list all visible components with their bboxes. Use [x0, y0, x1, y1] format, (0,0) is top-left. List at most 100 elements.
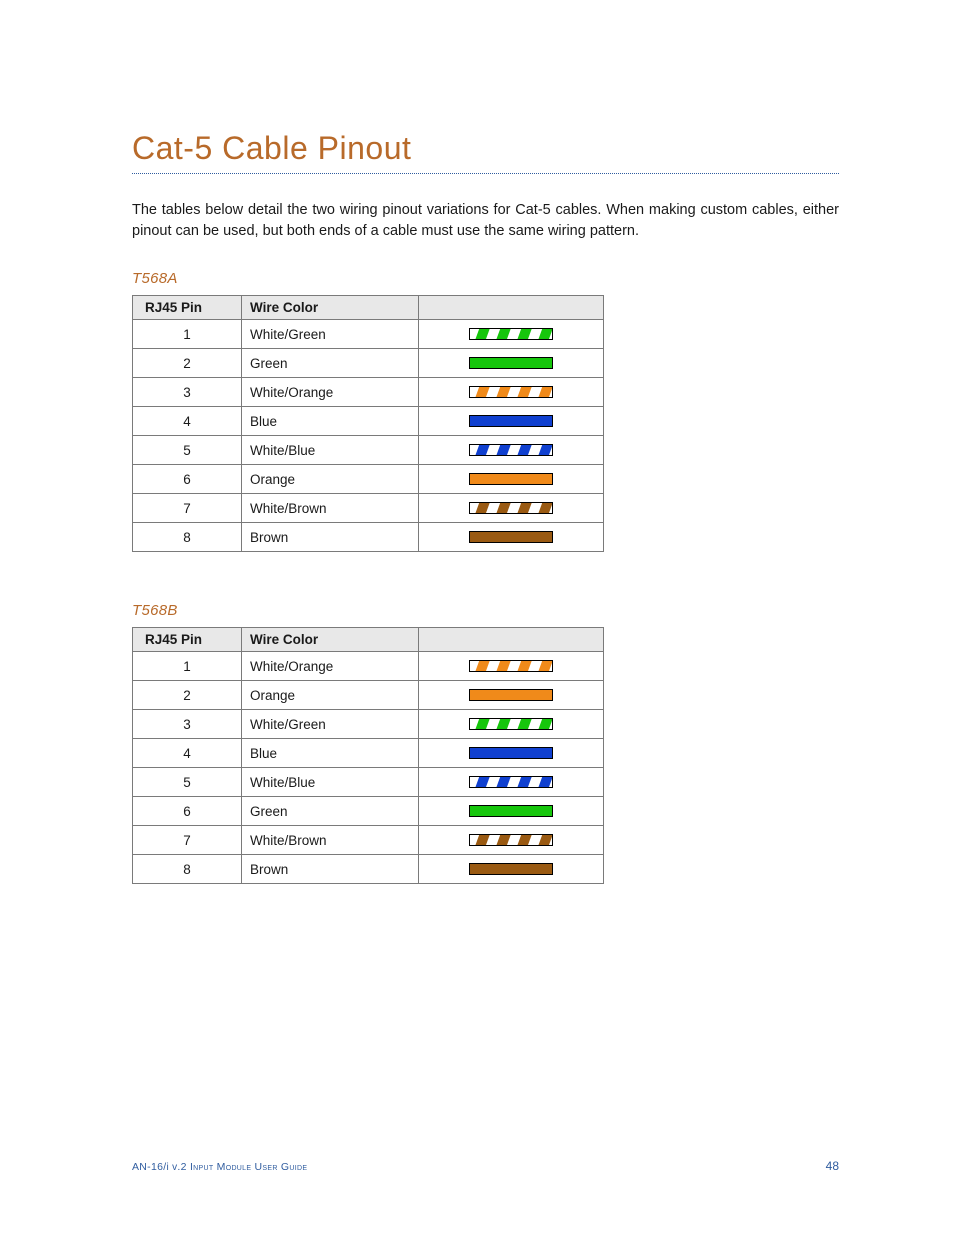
table-row: 3White/Orange [133, 378, 604, 407]
section-label: T568A [132, 270, 839, 287]
cell-color-name: White/Green [242, 710, 419, 739]
cell-swatch [419, 855, 604, 884]
cell-pin: 3 [133, 710, 242, 739]
wire-swatch [469, 502, 553, 514]
wire-swatch [469, 863, 553, 875]
wire-swatch [469, 805, 553, 817]
cell-pin: 6 [133, 465, 242, 494]
table-row: 7White/Brown [133, 494, 604, 523]
cell-pin: 2 [133, 349, 242, 378]
wire-swatch [469, 718, 553, 730]
section-label: T568B [132, 602, 839, 619]
wire-swatch [469, 689, 553, 701]
footer-guide-title: AN-16/i v.2 Input Module User Guide [132, 1161, 307, 1173]
cell-swatch [419, 797, 604, 826]
cell-swatch [419, 436, 604, 465]
cell-pin: 5 [133, 436, 242, 465]
col-header-color: Wire Color [242, 628, 419, 652]
cell-pin: 2 [133, 681, 242, 710]
cell-color-name: White/Brown [242, 494, 419, 523]
cell-pin: 8 [133, 523, 242, 552]
cell-swatch [419, 768, 604, 797]
table-row: 1White/Orange [133, 652, 604, 681]
cell-swatch [419, 523, 604, 552]
cell-pin: 6 [133, 797, 242, 826]
cell-swatch [419, 652, 604, 681]
table-row: 4Blue [133, 407, 604, 436]
wire-swatch [469, 776, 553, 788]
table-row: 6Green [133, 797, 604, 826]
cell-pin: 1 [133, 652, 242, 681]
cell-color-name: White/Blue [242, 768, 419, 797]
wire-swatch [469, 473, 553, 485]
table-row: 5White/Blue [133, 436, 604, 465]
cell-color-name: Green [242, 349, 419, 378]
page: Cat-5 Cable Pinout The tables below deta… [0, 0, 954, 1235]
cell-pin: 4 [133, 407, 242, 436]
intro-paragraph: The tables below detail the two wiring p… [132, 200, 839, 242]
cell-color-name: Brown [242, 855, 419, 884]
cell-swatch [419, 681, 604, 710]
table-row: 6Orange [133, 465, 604, 494]
table-row: 4Blue [133, 739, 604, 768]
cell-color-name: White/Blue [242, 436, 419, 465]
cell-color-name: Blue [242, 739, 419, 768]
cell-swatch [419, 465, 604, 494]
wire-swatch [469, 328, 553, 340]
cell-color-name: Blue [242, 407, 419, 436]
table-row: 8Brown [133, 855, 604, 884]
cell-pin: 7 [133, 494, 242, 523]
cell-pin: 3 [133, 378, 242, 407]
table-row: 3White/Green [133, 710, 604, 739]
col-header-pin: RJ45 Pin [133, 296, 242, 320]
col-header-pin: RJ45 Pin [133, 628, 242, 652]
table-row: 2Green [133, 349, 604, 378]
page-title: Cat-5 Cable Pinout [132, 130, 839, 167]
pinout-table: RJ45 PinWire Color1White/Orange2Orange3W… [132, 627, 604, 884]
wire-swatch [469, 531, 553, 543]
table-row: 5White/Blue [133, 768, 604, 797]
cell-pin: 4 [133, 739, 242, 768]
cell-swatch [419, 710, 604, 739]
cell-color-name: White/Brown [242, 826, 419, 855]
cell-color-name: White/Orange [242, 378, 419, 407]
cell-swatch [419, 320, 604, 349]
tables-container: T568ARJ45 PinWire Color1White/Green2Gree… [132, 270, 839, 884]
footer-page-number: 48 [826, 1159, 839, 1173]
col-header-swatch [419, 296, 604, 320]
wire-swatch [469, 357, 553, 369]
page-footer: AN-16/i v.2 Input Module User Guide 48 [132, 1159, 839, 1173]
col-header-color: Wire Color [242, 296, 419, 320]
cell-swatch [419, 494, 604, 523]
cell-swatch [419, 739, 604, 768]
table-row: 7White/Brown [133, 826, 604, 855]
cell-color-name: White/Orange [242, 652, 419, 681]
wire-swatch [469, 660, 553, 672]
cell-color-name: Orange [242, 681, 419, 710]
cell-pin: 8 [133, 855, 242, 884]
wire-swatch [469, 386, 553, 398]
wire-swatch [469, 444, 553, 456]
cell-swatch [419, 826, 604, 855]
cell-pin: 5 [133, 768, 242, 797]
cell-pin: 7 [133, 826, 242, 855]
title-underline [132, 173, 839, 174]
cell-swatch [419, 378, 604, 407]
pinout-table: RJ45 PinWire Color1White/Green2Green3Whi… [132, 295, 604, 552]
table-row: 8Brown [133, 523, 604, 552]
wire-swatch [469, 415, 553, 427]
cell-color-name: White/Green [242, 320, 419, 349]
col-header-swatch [419, 628, 604, 652]
cell-swatch [419, 349, 604, 378]
table-row: 2Orange [133, 681, 604, 710]
wire-swatch [469, 834, 553, 846]
pinout-section: T568B RJ45 PinWire Color1White/Orange2Ora… [132, 602, 839, 884]
cell-color-name: Brown [242, 523, 419, 552]
table-row: 1White/Green [133, 320, 604, 349]
wire-swatch [469, 747, 553, 759]
cell-swatch [419, 407, 604, 436]
pinout-section: T568A RJ45 PinWire Color1White/Green2Gree… [132, 270, 839, 552]
cell-pin: 1 [133, 320, 242, 349]
cell-color-name: Green [242, 797, 419, 826]
cell-color-name: Orange [242, 465, 419, 494]
